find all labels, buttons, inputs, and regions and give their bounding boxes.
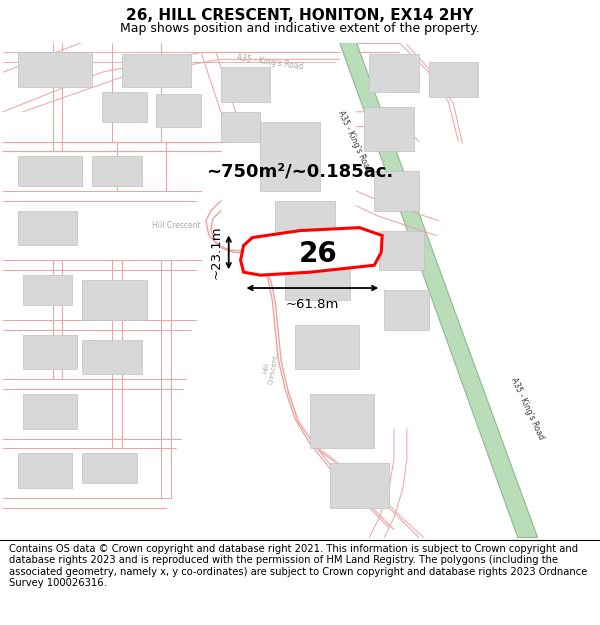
Polygon shape — [285, 256, 349, 300]
Polygon shape — [241, 228, 382, 275]
Text: Contains OS data © Crown copyright and database right 2021. This information is : Contains OS data © Crown copyright and d… — [9, 544, 587, 588]
Text: 26, HILL CRESCENT, HONITON, EX14 2HY: 26, HILL CRESCENT, HONITON, EX14 2HY — [127, 9, 473, 24]
Polygon shape — [384, 290, 428, 329]
Text: ~61.8m: ~61.8m — [286, 298, 339, 311]
Text: ~750m²/~0.185ac.: ~750m²/~0.185ac. — [206, 162, 394, 180]
Polygon shape — [82, 339, 142, 374]
Polygon shape — [23, 275, 73, 305]
Text: ~23.1m: ~23.1m — [210, 226, 223, 279]
Polygon shape — [370, 54, 419, 92]
Polygon shape — [310, 394, 374, 448]
Polygon shape — [379, 231, 424, 270]
Text: A35 - King's Road: A35 - King's Road — [236, 53, 304, 71]
Polygon shape — [18, 156, 82, 186]
Polygon shape — [82, 453, 137, 483]
Polygon shape — [102, 92, 146, 122]
Polygon shape — [23, 394, 77, 429]
Text: Hill Crescent: Hill Crescent — [152, 221, 200, 230]
Polygon shape — [221, 68, 271, 102]
Polygon shape — [157, 94, 201, 127]
Polygon shape — [92, 156, 142, 186]
Polygon shape — [295, 324, 359, 369]
Polygon shape — [18, 52, 92, 87]
Polygon shape — [428, 62, 478, 97]
Text: A35 - King's Road: A35 - King's Road — [509, 376, 546, 441]
Polygon shape — [364, 107, 414, 151]
Polygon shape — [23, 334, 77, 369]
Polygon shape — [275, 201, 335, 241]
Polygon shape — [122, 54, 191, 87]
Polygon shape — [374, 171, 419, 211]
Polygon shape — [260, 122, 320, 191]
Text: A35 - King's Road: A35 - King's Road — [336, 109, 373, 174]
Text: 26: 26 — [298, 241, 337, 268]
Polygon shape — [18, 211, 77, 246]
Text: Map shows position and indicative extent of the property.: Map shows position and indicative extent… — [120, 22, 480, 35]
Polygon shape — [82, 280, 146, 320]
Polygon shape — [330, 463, 389, 508]
Polygon shape — [221, 112, 260, 141]
Polygon shape — [18, 453, 73, 488]
Polygon shape — [340, 42, 538, 538]
Text: Hill
Crescent: Hill Crescent — [261, 353, 280, 386]
